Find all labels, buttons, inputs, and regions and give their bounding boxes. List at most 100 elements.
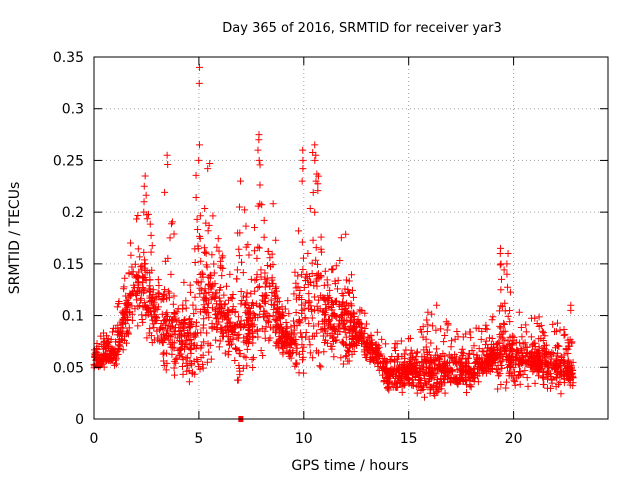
- data-point: [208, 324, 216, 332]
- data-point: [508, 345, 516, 353]
- data-point: [539, 381, 547, 389]
- data-point: [454, 377, 462, 385]
- data-point: [498, 275, 506, 283]
- data-point: [515, 308, 523, 316]
- data-point: [413, 389, 421, 397]
- data-point: [332, 327, 340, 335]
- data-point: [204, 227, 212, 235]
- data-point: [314, 349, 322, 357]
- data-point: [338, 290, 346, 298]
- data-point: [267, 323, 275, 331]
- data-point: [531, 314, 539, 322]
- data-point: [531, 379, 539, 387]
- data-point: [235, 349, 243, 357]
- data-point: [235, 330, 243, 338]
- data-point: [212, 315, 220, 323]
- data-point: [268, 250, 276, 258]
- data-point: [489, 358, 497, 366]
- data-point: [182, 359, 190, 367]
- data-point: [133, 272, 141, 280]
- data-point: [310, 282, 318, 290]
- data-point: [568, 369, 576, 377]
- data-point: [153, 327, 161, 335]
- data-point: [511, 381, 519, 389]
- data-point: [107, 335, 115, 343]
- data-point: [325, 316, 333, 324]
- data-point: [114, 321, 122, 329]
- data-point: [147, 248, 155, 256]
- data-point: [207, 271, 215, 279]
- data-point: [134, 281, 142, 289]
- data-point: [163, 332, 171, 340]
- data-point: [489, 350, 497, 358]
- data-point: [226, 270, 234, 278]
- data-point: [336, 256, 344, 264]
- data-point: [555, 342, 563, 350]
- data-point: [298, 333, 306, 341]
- data-point: [291, 322, 299, 330]
- data-point: [201, 204, 209, 212]
- data-point: [212, 336, 220, 344]
- data-point: [221, 349, 229, 357]
- data-point: [482, 337, 490, 345]
- data-point: [352, 339, 360, 347]
- data-point: [459, 351, 467, 359]
- data-point: [118, 308, 126, 316]
- data-point: [301, 273, 309, 281]
- data-point: [315, 296, 323, 304]
- data-point: [111, 346, 119, 354]
- data-point: [226, 318, 234, 326]
- data-point: [393, 380, 401, 388]
- data-point: [328, 306, 336, 314]
- data-point: [552, 363, 560, 371]
- data-point: [339, 360, 347, 368]
- data-point: [311, 306, 319, 314]
- data-point: [141, 287, 149, 295]
- data-point: [112, 360, 120, 368]
- data-point: [170, 230, 178, 238]
- data-point: [382, 340, 390, 348]
- data-point: [193, 215, 201, 223]
- data-point: [91, 362, 99, 370]
- data-point: [319, 332, 327, 340]
- data-point: [553, 342, 561, 350]
- data-point: [298, 301, 306, 309]
- data-point: [282, 324, 290, 332]
- data-point: [462, 358, 470, 366]
- data-point: [466, 328, 474, 336]
- data-point: [241, 206, 249, 214]
- data-point: [255, 156, 263, 164]
- data-point: [522, 328, 530, 336]
- data-point: [368, 344, 376, 352]
- data-point: [148, 242, 156, 250]
- data-point: [328, 329, 336, 337]
- data-point: [434, 388, 442, 396]
- data-point: [504, 355, 512, 363]
- data-point: [256, 303, 264, 311]
- data-point: [166, 333, 174, 341]
- data-point: [180, 319, 188, 327]
- data-point: [138, 262, 146, 270]
- data-point: [111, 361, 119, 369]
- data-point: [299, 146, 307, 154]
- data-point: [522, 343, 530, 351]
- data-point: [499, 334, 507, 342]
- data-point: [333, 336, 341, 344]
- data-point: [314, 187, 322, 195]
- data-point: [146, 285, 154, 293]
- data-point: [306, 278, 314, 286]
- data-point: [185, 336, 193, 344]
- data-point: [257, 266, 265, 274]
- data-point: [141, 299, 149, 307]
- data-point: [448, 366, 456, 374]
- data-point: [182, 297, 190, 305]
- data-point: [195, 79, 203, 87]
- data-point: [506, 318, 514, 326]
- data-point: [295, 316, 303, 324]
- data-point: [209, 281, 217, 289]
- data-point: [505, 352, 513, 360]
- y-tick-label: 0.3: [62, 102, 84, 118]
- data-point: [508, 332, 516, 340]
- data-point: [301, 314, 309, 322]
- data-point: [119, 346, 127, 354]
